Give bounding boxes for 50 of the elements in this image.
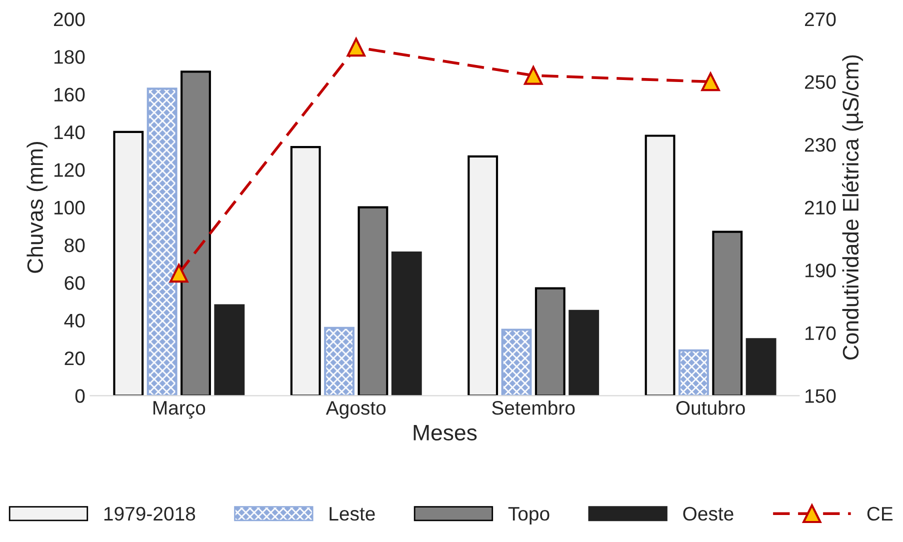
y-tick-label: 120 [54,163,85,177]
y2-tick-label: 170 [806,326,836,340]
bar [180,70,211,396]
x-tick-label: Setembro [492,400,575,415]
bar [746,338,776,396]
y-tick-label: 0 [75,389,85,403]
x-tick-label: Março [153,401,206,419]
y-tick-label: 40 [64,314,85,328]
legend-label: CE [867,506,893,521]
y2-axis-title: Condutividade Elétrica (µS/cm) [842,55,863,360]
y-tick-label: 140 [54,125,85,140]
legend-label: Leste [330,507,375,521]
point [524,66,543,85]
legend-label: Topo [508,507,550,524]
y-tick-label: 200 [54,12,85,26]
y-tick-label: 80 [64,238,85,252]
point [346,38,366,57]
x-tick-label: Agosto [326,401,386,419]
point [701,72,720,92]
bar [391,251,422,396]
bar [146,88,178,396]
y2-tick-label: 270 [804,12,836,26]
y-tick-label: 20 [64,351,85,366]
bar [324,326,355,396]
bar [644,134,676,396]
y-axis-title: Chuvas (mm) [26,142,48,273]
point [170,264,188,283]
bar [113,130,144,396]
y-tick-label: 60 [64,276,85,290]
bar [534,287,566,396]
bar [712,230,743,396]
y2-tick-label: 230 [804,138,836,152]
y2-tick-label: 150 [806,389,836,403]
legend-label: Oeste [683,506,734,521]
y2-tick-label: 250 [804,75,836,89]
bar [290,146,321,396]
x-tick-label: Outubro [676,400,745,415]
y2-tick-label: 190 [806,264,836,278]
legend-label: 1979-2018 [104,506,196,521]
bar [358,206,388,396]
bar [214,304,245,396]
bar [568,310,600,396]
bar [678,349,709,396]
y2-tick-label: 210 [804,200,836,215]
bar [468,155,498,396]
y-tick-label: 100 [54,200,85,215]
bar [501,328,532,396]
x-axis-title: Meses [414,425,477,441]
y-tick-label: 160 [54,88,85,102]
y-tick-label: 180 [54,50,85,64]
